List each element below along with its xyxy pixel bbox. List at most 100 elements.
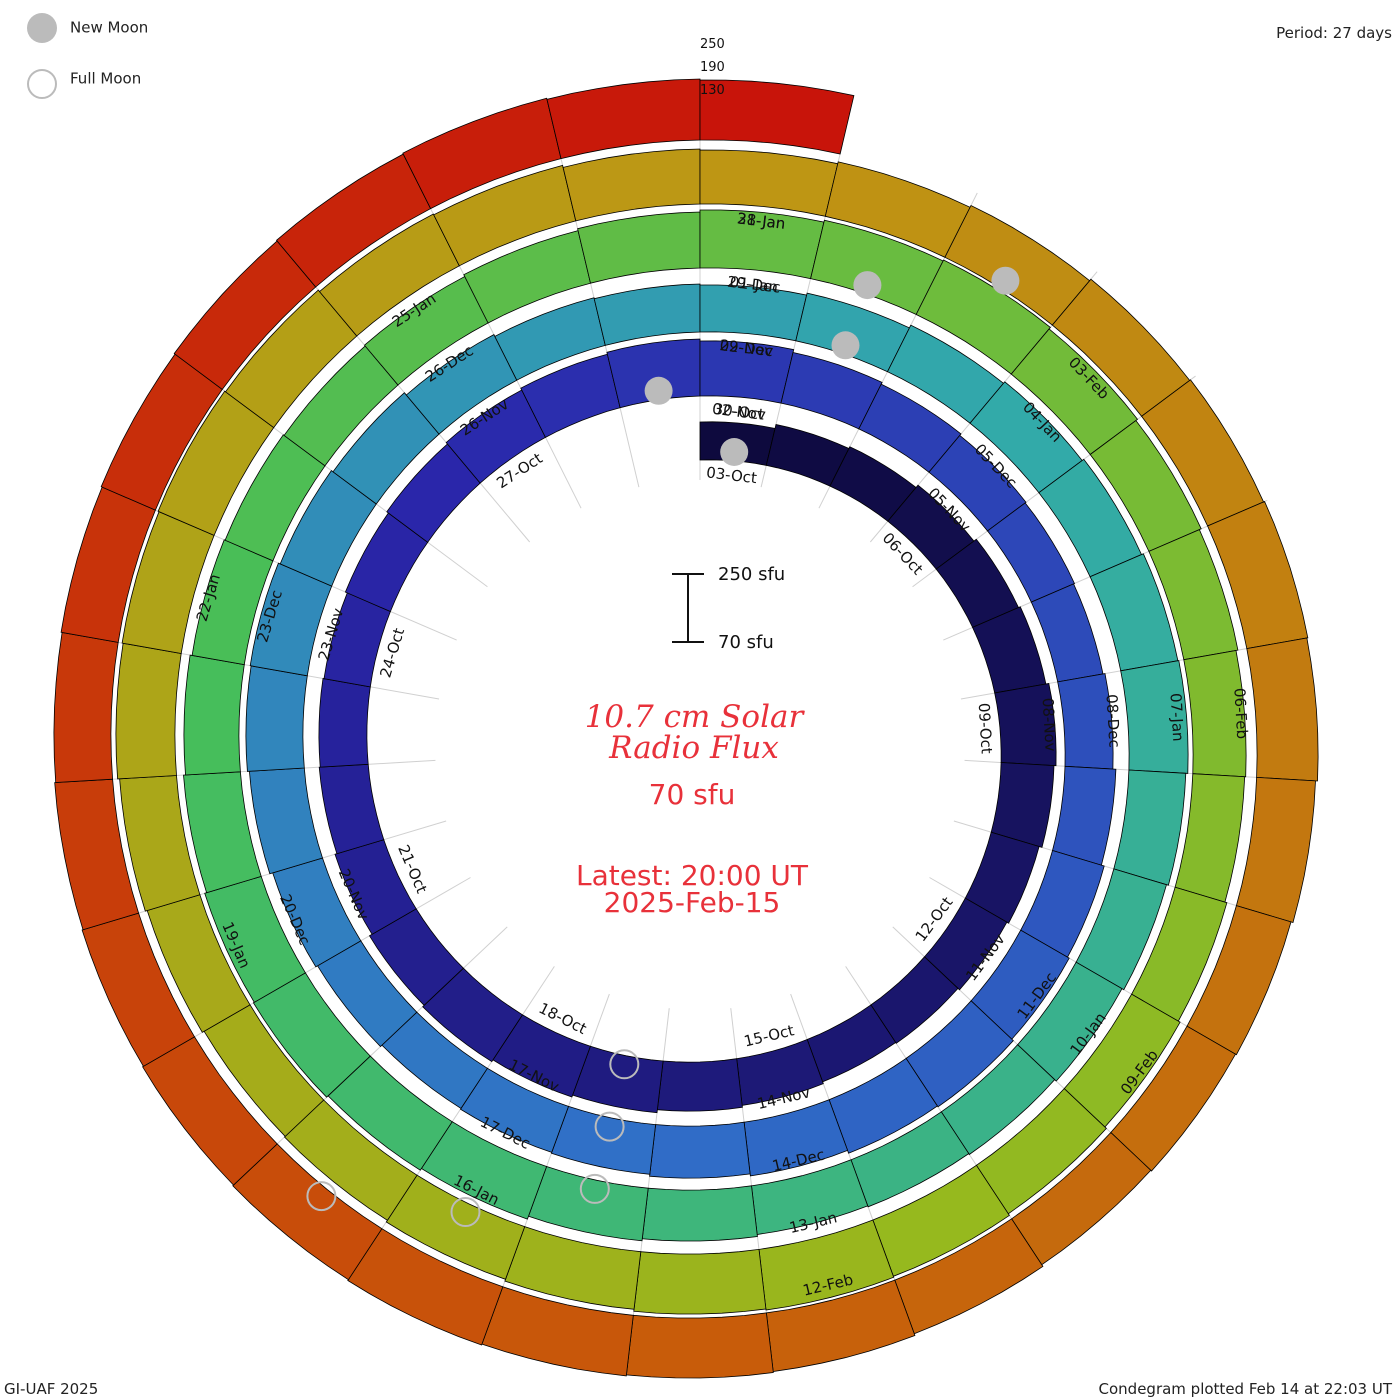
flux-segment xyxy=(780,352,883,430)
flux-segment xyxy=(577,211,701,284)
flux-segment xyxy=(915,259,1051,375)
scale-bottom-label: 70 sfu xyxy=(718,632,774,653)
flux-segment xyxy=(459,1067,570,1153)
flux-segment xyxy=(248,767,324,875)
flux-segment xyxy=(53,632,119,783)
plotted-label: Condegram plotted Feb 14 at 22:03 UT xyxy=(1098,1380,1392,1398)
latest-date: 2025-Feb-15 xyxy=(604,886,781,919)
flux-segment xyxy=(743,1099,849,1177)
flux-segment xyxy=(923,897,1008,991)
flux-segment xyxy=(115,642,182,780)
date-label: 02-Nov xyxy=(711,400,767,424)
flux-segment xyxy=(758,1219,895,1311)
flux-segment xyxy=(1113,769,1187,886)
flux-segment xyxy=(1120,660,1189,774)
moon-markers xyxy=(306,266,1020,1227)
flux-segment xyxy=(1207,500,1309,650)
flux-segment xyxy=(828,1057,938,1154)
flux-segment xyxy=(928,434,1027,532)
date-label: 08-Dec xyxy=(1102,694,1123,748)
full-moon-marker xyxy=(579,1173,610,1204)
flux-segment xyxy=(699,79,855,155)
flux-segment xyxy=(1017,961,1123,1082)
credit-label: GI-UAF 2025 xyxy=(4,1380,99,1398)
date-label: 01-Jan xyxy=(729,273,779,297)
flux-segment xyxy=(183,771,262,894)
flux-segment xyxy=(593,283,701,346)
flux-segment xyxy=(402,97,562,210)
flux-segment xyxy=(142,1036,278,1186)
flux-segment xyxy=(1186,905,1292,1056)
flux-segment xyxy=(347,1228,504,1346)
flux-segment xyxy=(368,908,464,1006)
spiral-rings xyxy=(53,78,1319,1379)
flux-segment xyxy=(232,1143,383,1281)
flux-segment xyxy=(858,383,962,473)
ring-value-190: 190 xyxy=(700,60,725,75)
legend: New Moon Full Moon xyxy=(27,13,148,99)
new-moon-marker xyxy=(720,438,749,466)
flux-segment xyxy=(1075,868,1167,991)
ring-value-250: 250 xyxy=(700,37,725,52)
flux-segment xyxy=(649,1121,751,1179)
flux-segment xyxy=(940,1044,1056,1156)
new-moon-marker xyxy=(991,266,1020,295)
new-moon-marker xyxy=(831,331,860,360)
flux-segment xyxy=(1246,637,1319,782)
date-label: 03-Oct xyxy=(705,463,758,487)
flux-segment xyxy=(318,678,371,768)
flux-segment xyxy=(318,213,460,337)
flux-segment xyxy=(527,1166,649,1242)
flux-scale-bar: 250 sfu 70 sfu xyxy=(672,564,785,653)
chart-title-line1: 10.7 cm Solar xyxy=(585,699,806,735)
full-moon-marker xyxy=(609,1049,640,1080)
flux-segment xyxy=(81,912,196,1067)
new-moon-legend-icon xyxy=(27,13,57,43)
flux-segment xyxy=(699,340,795,404)
period-label: Period: 27 days xyxy=(1276,24,1392,42)
date-label: 31-Jan xyxy=(736,209,786,233)
flux-segment xyxy=(964,831,1040,924)
flux-segment xyxy=(1010,328,1139,456)
flux-segment xyxy=(422,967,524,1063)
full-moon-marker xyxy=(594,1111,625,1142)
flux-segment xyxy=(1089,419,1202,552)
flux-segment xyxy=(385,1174,526,1280)
flux-segment xyxy=(252,972,371,1098)
flux-segment xyxy=(433,164,577,267)
date-label: 09-Oct xyxy=(975,702,996,754)
flux-segment xyxy=(204,875,306,1003)
flux-segment xyxy=(157,390,275,536)
full-moon-marker xyxy=(306,1181,337,1212)
flux-segment xyxy=(279,470,377,587)
flux-segment xyxy=(905,1000,1014,1108)
chart-title-line2: Radio Flux xyxy=(608,730,779,766)
full-moon-marker xyxy=(450,1197,481,1227)
flux-segment xyxy=(334,839,417,935)
flux-segment xyxy=(318,763,385,855)
flux-segment xyxy=(850,1111,970,1208)
flux-segment xyxy=(1052,765,1117,866)
flux-segment xyxy=(562,148,701,222)
flux-segment xyxy=(249,562,333,677)
date-label: 07-Jan xyxy=(1167,693,1188,742)
flux-segment xyxy=(332,392,440,505)
flux-segment xyxy=(183,654,245,776)
flux-segment xyxy=(504,1226,642,1310)
flux-segment xyxy=(54,778,140,931)
flux-segment xyxy=(633,1248,767,1315)
ring-value-labels: 250 190 130 xyxy=(700,37,725,98)
date-label: 06-Feb xyxy=(1230,687,1251,739)
flux-segment xyxy=(990,762,1055,848)
new-moon-legend-label: New Moon xyxy=(70,19,148,37)
date-label: 28-Jan xyxy=(736,209,786,233)
flux-segment xyxy=(656,1058,743,1112)
full-moon-legend-icon xyxy=(27,69,57,99)
flux-segment xyxy=(699,149,839,217)
scale-top-label: 250 sfu xyxy=(718,564,785,585)
flux-segment xyxy=(1183,650,1247,778)
flux-segment xyxy=(1174,773,1246,903)
flux-segment xyxy=(546,78,701,160)
